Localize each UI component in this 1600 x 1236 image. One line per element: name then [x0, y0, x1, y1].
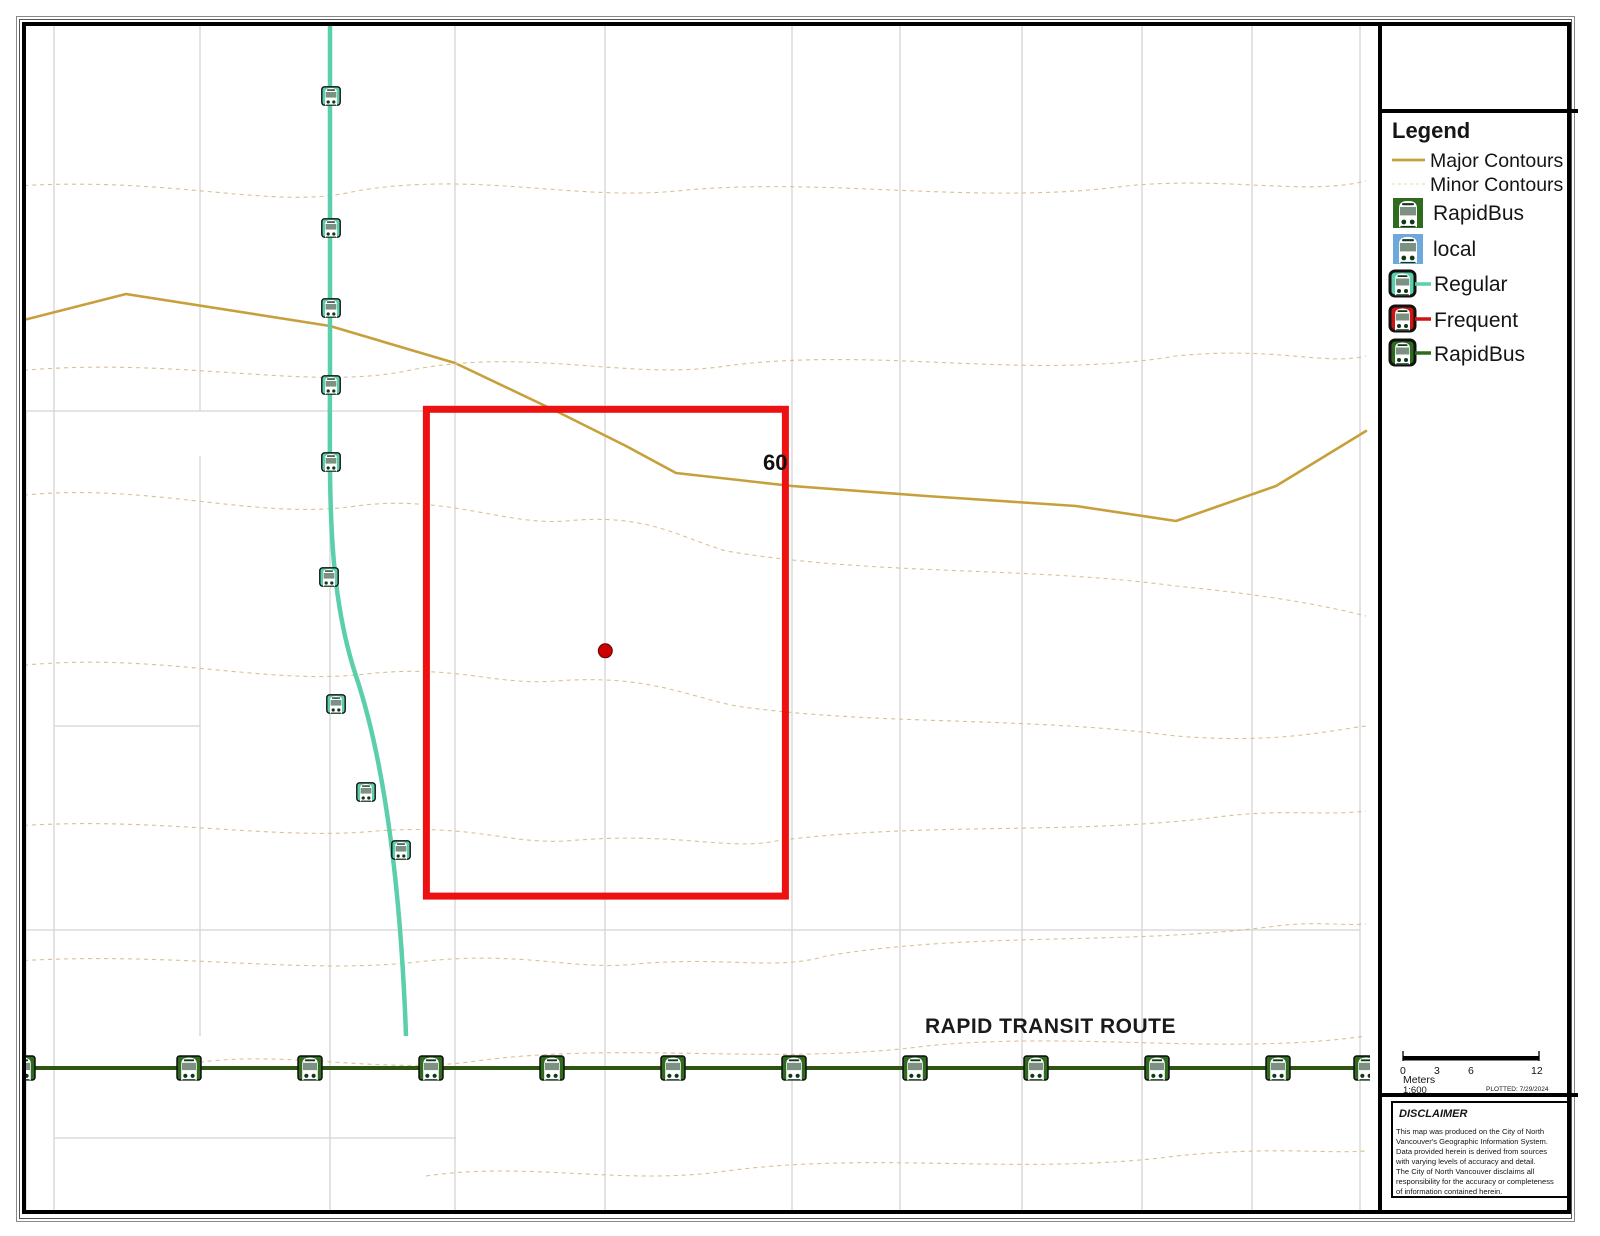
svg-text:6: 6: [1468, 1065, 1474, 1077]
svg-text:12: 12: [1531, 1065, 1543, 1077]
svg-text:local: local: [1433, 238, 1476, 261]
svg-text:Major Contours: Major Contours: [1430, 150, 1564, 172]
svg-text:Data provided herein is derive: Data provided herein is derived from sou…: [1396, 1147, 1547, 1156]
svg-text:responsibility for the accurac: responsibility for the accuracy or compl…: [1396, 1177, 1554, 1186]
svg-text:RapidBus: RapidBus: [1434, 343, 1525, 366]
svg-text:Minor Contours: Minor Contours: [1430, 174, 1564, 196]
svg-text:Vancouver's Geographic Informa: Vancouver's Geographic Information Syste…: [1396, 1137, 1548, 1146]
svg-text:with varying levels of accurac: with varying levels of accuracy and deta…: [1395, 1157, 1536, 1166]
svg-text:Frequent: Frequent: [1434, 309, 1518, 332]
svg-text:60: 60: [763, 450, 787, 475]
svg-text:This map was produced on the C: This map was produced on the City of Nor…: [1396, 1127, 1544, 1136]
svg-text:DISCLAIMER: DISCLAIMER: [1399, 1108, 1468, 1120]
svg-text:of information contained herei: of information contained herein.: [1396, 1187, 1502, 1196]
svg-text:RAPID TRANSIT ROUTE: RAPID TRANSIT ROUTE: [925, 1015, 1176, 1038]
svg-text:RapidBus: RapidBus: [1433, 202, 1524, 225]
svg-text:The City of North Vancouver di: The City of North Vancouver disclaims al…: [1396, 1167, 1535, 1176]
svg-text:Regular: Regular: [1434, 273, 1508, 296]
svg-text:PLOTTED: 7/29/2024: PLOTTED: 7/29/2024: [1486, 1086, 1549, 1093]
